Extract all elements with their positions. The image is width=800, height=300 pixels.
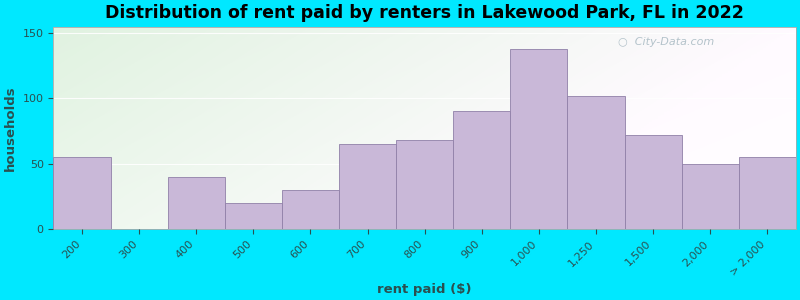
X-axis label: rent paid ($): rent paid ($) (378, 283, 472, 296)
Bar (567, 96, 625, 229)
Bar (510, 49, 567, 229)
Text: ○  City-Data.com: ○ City-Data.com (618, 37, 714, 46)
Bar (625, 135, 682, 229)
Bar (396, 140, 453, 229)
Bar (54, 157, 110, 229)
Bar (339, 144, 396, 229)
Title: Distribution of rent paid by renters in Lakewood Park, FL in 2022: Distribution of rent paid by renters in … (106, 4, 744, 22)
Bar (225, 203, 282, 229)
Bar (282, 190, 339, 229)
Bar (738, 157, 796, 229)
Y-axis label: households: households (4, 85, 17, 171)
Bar (168, 177, 225, 229)
Bar (453, 112, 510, 229)
Bar (682, 164, 738, 229)
